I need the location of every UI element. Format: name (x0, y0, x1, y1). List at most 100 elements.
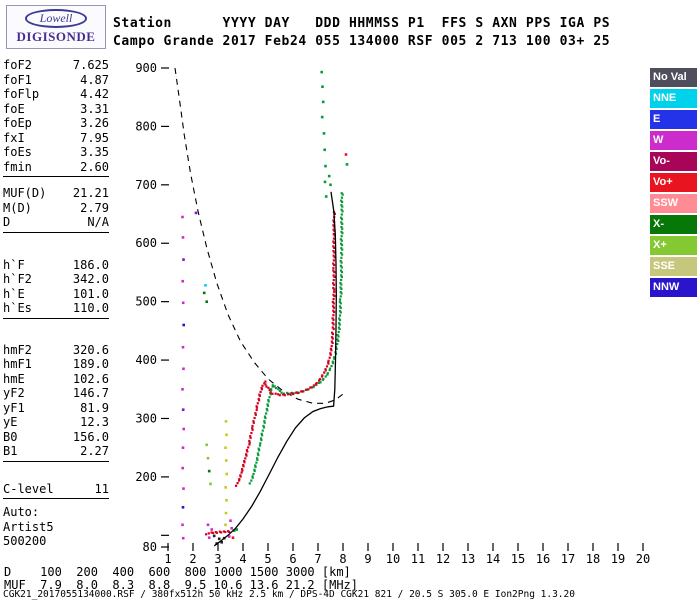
legend-item-vo-: Vo- (650, 152, 697, 171)
status-line: CGK21_2017055134000.RSF / 380fx512h 50 k… (3, 589, 575, 600)
param-label: foF2 (3, 58, 32, 72)
param-row-md: M(D) 2.79 (3, 201, 109, 216)
param-divider (3, 317, 109, 319)
legend-item-nne: NNE (650, 89, 697, 108)
param-label: foFlp (3, 87, 40, 101)
param-row-hf2: h`F2 342.0 (3, 272, 109, 287)
param-value: 186.0 (72, 257, 109, 272)
param-row-500200: 500200 (3, 534, 109, 549)
param-row-yf2: yF2 146.7 (3, 386, 109, 401)
param-row-artist5: Artist5 (3, 520, 109, 535)
param-label: 500200 (3, 534, 47, 548)
y-tick-label: 900 (135, 61, 157, 75)
legend-item-vo+: Vo+ (650, 173, 697, 192)
y-tick-label: 80 (143, 540, 157, 554)
param-value: 101.0 (72, 286, 109, 301)
param-row-hmf2: hmF2 320.6 (3, 343, 109, 358)
param-label: h`F2 (3, 272, 32, 286)
param-value: 189.0 (72, 357, 109, 371)
x-tick-label: 6 (289, 552, 296, 566)
param-row-foe: foE 3.31 (3, 102, 109, 117)
x-tick-label: 12 (436, 552, 450, 566)
x-tick-label: 17 (561, 552, 575, 566)
param-value: 110.0 (72, 301, 109, 315)
param-label: foEp (3, 116, 32, 130)
param-value: 12.3 (80, 415, 109, 429)
x-axis: 1 2 3 4 5 6 7 8 9 10 11 12 13 14 15 16 17 18 19 20 (164, 543, 650, 566)
param-value: 102.6 (72, 371, 109, 386)
param-label: foEs (3, 145, 32, 159)
param-row-mufd: MUF(D) 21.21 (3, 186, 109, 201)
param-label: fxI (3, 130, 25, 145)
color-legend: No Val NNE E W Vo- Vo+ SSW X- X+ SSE NNW (650, 68, 697, 299)
param-row-auto: Auto: (3, 505, 109, 520)
x-tick-label: 3 (214, 552, 221, 566)
param-label: Auto: (3, 505, 40, 519)
x-tick-label: 19 (611, 552, 625, 566)
param-row-b0: B0 156.0 (3, 430, 109, 445)
param-row-foep: foEp 3.26 (3, 116, 109, 131)
param-row-he: h`E 101.0 (3, 287, 109, 302)
x-tick-label: 1 (164, 552, 171, 566)
param-value: 3.26 (80, 116, 109, 130)
param-label: yE (3, 415, 18, 429)
param-label: D (3, 215, 11, 229)
param-panel: foF2 7.625 foF1 4.87 foFlp 4.42 foE 3.31 foEp 3.2… (3, 58, 109, 549)
legend-item-noval: No Val (650, 68, 697, 87)
param-value: 156.0 (72, 429, 109, 444)
y-tick-label: 800 (135, 119, 157, 133)
param-row-d: D N/A (3, 215, 109, 230)
true-height-profile (213, 191, 337, 547)
y-tick-label: 300 (135, 411, 157, 425)
param-value: N/A (87, 215, 109, 229)
param-label: hmE (3, 371, 25, 386)
param-row-b1: B1 2.27 (3, 444, 109, 459)
header-line-fields: Station YYYY DAY DDD HHMMSS P1 FFS S AXN… (113, 16, 611, 31)
logo-digisonde-text: DIGISONDE (16, 29, 96, 44)
y-tick-label: 400 (135, 353, 157, 367)
param-value: 146.7 (72, 386, 109, 400)
param-value: 4.42 (80, 87, 109, 101)
param-group: MUF(D) 21.21 M(D) 2.79 D N/A (3, 186, 109, 233)
f-trace-o-mode (235, 211, 336, 487)
param-row-fmin: fmin 2.60 (3, 160, 109, 175)
legend-item-w: W (650, 131, 697, 150)
param-label: h`Es (3, 301, 32, 315)
param-value: 342.0 (72, 272, 109, 286)
param-value: 11 (94, 481, 109, 496)
legend-item-e: E (650, 110, 697, 129)
x-tick-label: 16 (536, 552, 550, 566)
muf-row: MUF 7.9 8.0 8.3 8.8 9.5 10.6 13.6 21.2 [… (4, 578, 359, 592)
x-tick-label: 20 (636, 552, 650, 566)
x-tick-label: 9 (364, 552, 371, 566)
param-value: 81.9 (80, 400, 109, 415)
legend-item-ssw: SSW (650, 194, 697, 213)
param-label: M(D) (3, 200, 32, 215)
param-divider (3, 460, 109, 462)
param-label: Artist5 (3, 519, 54, 534)
param-group: Auto: Artist5 500200 (3, 505, 109, 549)
logo-lowell-text: Lowell (24, 9, 88, 28)
x-tick-label: 7 (314, 552, 321, 566)
param-value: 3.31 (80, 101, 109, 116)
param-row-foflp: foFlp 4.42 (3, 87, 109, 102)
param-label: yF1 (3, 400, 25, 415)
y-tick-label: 600 (135, 236, 157, 250)
legend-item-sse: SSE (650, 257, 697, 276)
param-value: 320.6 (72, 342, 109, 357)
x-tick-label: 15 (511, 552, 525, 566)
header-line-values: Campo Grande 2017 Feb24 055 134000 RSF 0… (113, 34, 611, 49)
param-group: h`F 186.0 h`F2 342.0 h`E 101.0 h`Es 110.0 (3, 258, 109, 319)
es-trace-o-mode (205, 530, 231, 536)
param-value: 7.625 (72, 58, 109, 72)
param-value: 2.27 (80, 444, 109, 458)
y-axis: 900 800 700 600 500 400 300 200 80 (135, 61, 169, 554)
y-tick-label: 500 (135, 295, 157, 309)
param-label: h`E (3, 286, 25, 301)
param-label: MUF(D) (3, 186, 47, 200)
param-value: 4.87 (80, 72, 109, 87)
muf-transmission-curve (174, 67, 344, 404)
x-tick-label: 5 (264, 552, 271, 566)
param-label: C-level (3, 481, 54, 496)
y-tick-label: 200 (135, 470, 157, 484)
